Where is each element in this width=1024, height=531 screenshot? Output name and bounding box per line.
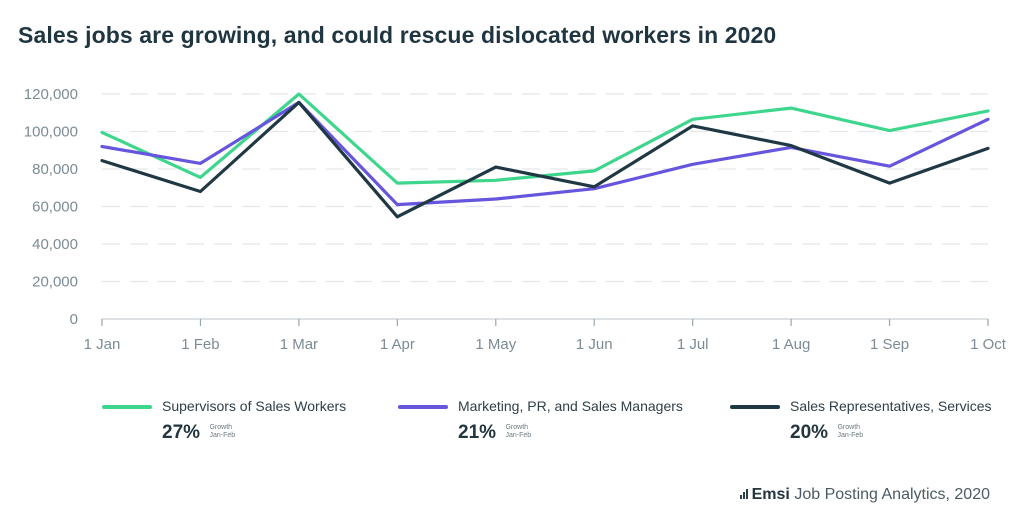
legend-label-sales-reps: Sales Representatives, Services: [790, 398, 992, 414]
footer-brand: Emsi: [751, 486, 790, 503]
growth-note-line2: Jan-Feb: [505, 432, 532, 439]
legend-swatch-sales-reps: [730, 405, 780, 409]
chart-title: Sales jobs are growing, and could rescue…: [18, 22, 777, 48]
growth-note-line2: Jan-Feb: [209, 432, 236, 439]
x-tick-label: 1 Aug: [772, 336, 810, 353]
x-tick-label: 1 Jul: [677, 336, 709, 353]
x-tick-label: 1 Sep: [870, 336, 909, 353]
y-tick-label: 0: [70, 311, 78, 328]
growth-note-line1: Growth: [505, 424, 529, 431]
series-line-1: [100, 100, 990, 207]
growth-note-marketing: Growth Jan-Feb: [505, 424, 531, 440]
x-tick-label: 1 Feb: [181, 336, 219, 353]
bar-chart-icon: [739, 486, 749, 504]
line-chart: 0 20,000 40,000 60,000 80,000 100,000 120,000 1…: [24, 86, 1007, 353]
x-tick-label: 1 May: [475, 336, 516, 353]
y-tick-label: 120,000: [24, 86, 78, 103]
growth-marketing: 21% Growth Jan-Feb: [458, 422, 531, 444]
y-tick-label: 100,000: [24, 124, 78, 141]
legend-label-marketing: Marketing, PR, and Sales Managers: [458, 398, 683, 414]
growth-value-sales-reps: 20%: [790, 422, 829, 443]
y-tick-label: 20,000: [32, 274, 78, 291]
legend-swatch-marketing: [398, 405, 448, 409]
growth-note-sales-reps: Growth Jan-Feb: [837, 424, 863, 440]
x-tick-label: 1 Jan: [84, 336, 121, 353]
y-tick-label: 80,000: [32, 161, 78, 178]
growth-note-line1: Growth: [837, 424, 861, 431]
y-tick-label: 60,000: [32, 199, 78, 216]
x-tick-label: 1 Apr: [380, 336, 415, 353]
growth-supervisors: 27% Growth Jan-Feb: [162, 422, 235, 444]
y-tick-label: 40,000: [32, 236, 78, 253]
x-tick-label: 1 Mar: [280, 336, 318, 353]
growth-sales-reps: 20% Growth Jan-Feb: [790, 422, 863, 444]
legend-swatch-supervisors: [102, 405, 152, 409]
growth-note-line1: Growth: [209, 424, 233, 431]
growth-value-marketing: 21%: [458, 422, 497, 443]
growth-note-line2: Jan-Feb: [837, 432, 864, 439]
x-tick-label: 1 Oct: [970, 336, 1007, 353]
footer-text: Job Posting Analytics, 2020: [789, 486, 990, 503]
series-line-2: [100, 100, 990, 219]
source-footer: Emsi Job Posting Analytics, 2020: [739, 486, 990, 504]
growth-value-supervisors: 27%: [162, 422, 201, 443]
growth-note-supervisors: Growth Jan-Feb: [209, 424, 235, 440]
legend-label-supervisors: Supervisors of Sales Workers: [162, 398, 347, 414]
x-tick-label: 1 Jun: [576, 336, 613, 353]
